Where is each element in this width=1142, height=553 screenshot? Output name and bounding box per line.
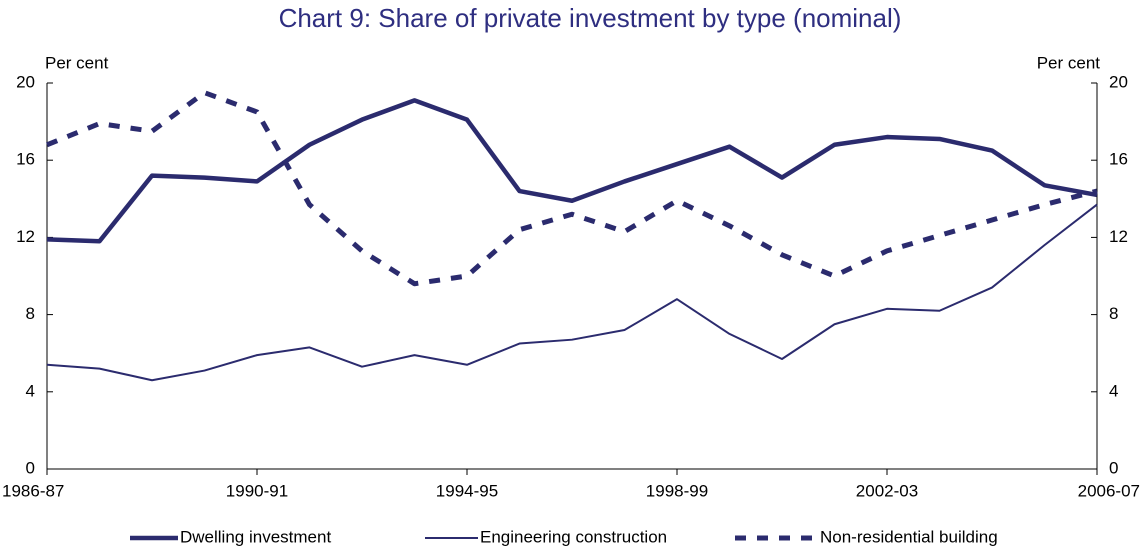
y2-axis-label: Per cent (1037, 53, 1101, 72)
series-line (46, 203, 1098, 382)
y-tick-label: 4 (26, 381, 35, 400)
y2-tick-label: 16 (1109, 150, 1128, 169)
x-tick-label: 1986-87 (2, 481, 64, 500)
y2-tick-label: 12 (1109, 227, 1128, 246)
legend-label: Engineering construction (480, 527, 667, 546)
y2-tick-label: 0 (1109, 458, 1118, 477)
y-tick-label: 12 (16, 227, 35, 246)
legend-label: Non-residential building (820, 527, 998, 546)
x-tick-label: 1998-99 (646, 481, 708, 500)
y2-tick-label: 8 (1109, 304, 1118, 323)
y2-tick-label: 20 (1109, 72, 1128, 91)
x-tick-label: 2002-03 (856, 481, 918, 500)
x-tick-label: 2006-07 (1078, 481, 1140, 500)
y-tick-label: 8 (26, 304, 35, 323)
series-line (46, 90, 1098, 287)
x-tick-label: 1990-91 (226, 481, 288, 500)
legend-label: Dwelling investment (180, 527, 331, 546)
y-axis-label: Per cent (45, 53, 109, 72)
y-tick-label: 16 (16, 150, 35, 169)
x-tick-label: 1994-95 (436, 481, 498, 500)
y-tick-label: 0 (26, 458, 35, 477)
y2-tick-label: 4 (1109, 381, 1118, 400)
y-tick-label: 20 (16, 72, 35, 91)
chart-title: Chart 9: Share of private investment by … (279, 3, 902, 33)
series-line (46, 98, 1098, 244)
